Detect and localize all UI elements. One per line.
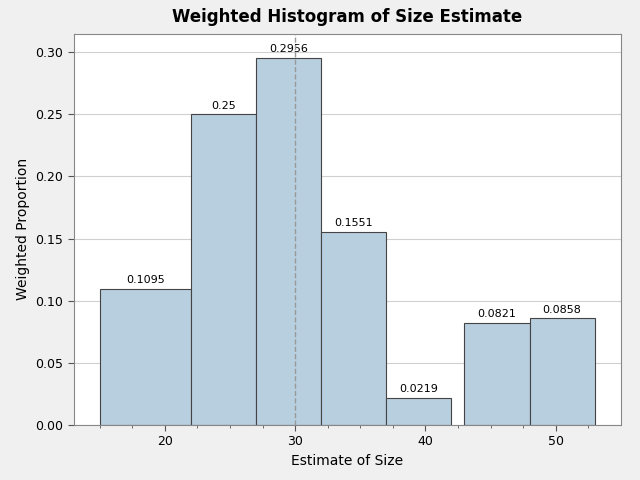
Text: 0.0821: 0.0821 [477, 309, 516, 319]
Bar [529, 318, 595, 425]
Bar [387, 397, 451, 425]
Bar [256, 58, 321, 425]
Title: Weighted Histogram of Size Estimate: Weighted Histogram of Size Estimate [172, 9, 522, 26]
Bar [465, 323, 530, 425]
Bar [100, 289, 191, 425]
Y-axis label: Weighted Proportion: Weighted Proportion [15, 158, 29, 300]
Text: 0.1095: 0.1095 [126, 275, 164, 285]
Text: 0.2956: 0.2956 [269, 44, 308, 54]
Text: 0.25: 0.25 [211, 101, 236, 110]
Bar [321, 232, 387, 425]
Bar [191, 114, 256, 425]
Text: 0.1551: 0.1551 [335, 218, 373, 228]
Text: 0.0219: 0.0219 [399, 384, 438, 394]
Text: 0.0858: 0.0858 [543, 304, 582, 314]
X-axis label: Estimate of Size: Estimate of Size [291, 454, 403, 468]
